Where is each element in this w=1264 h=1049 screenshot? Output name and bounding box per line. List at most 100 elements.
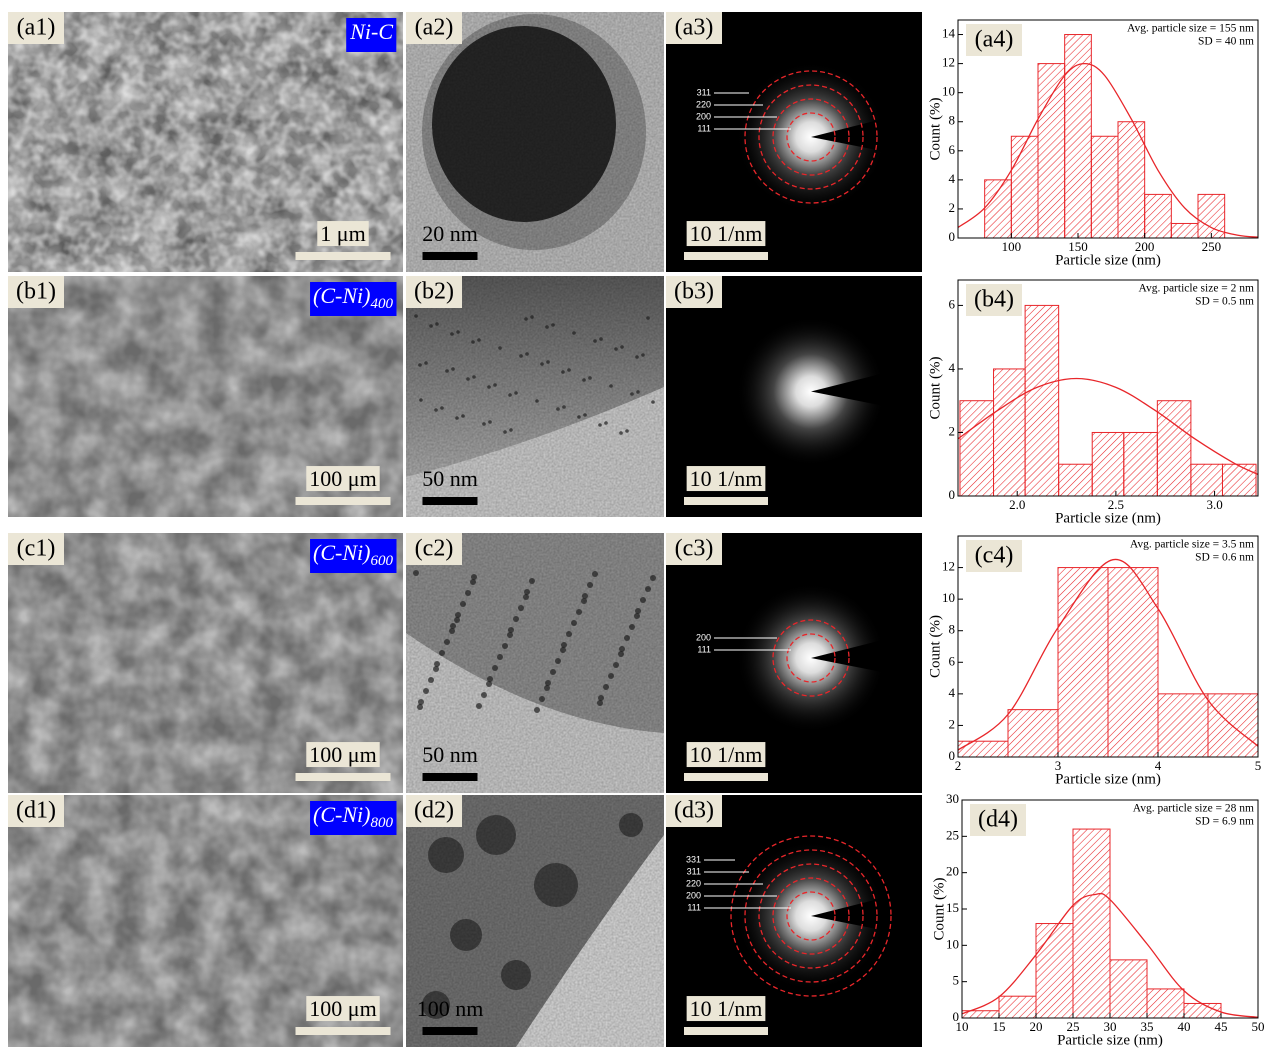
scale-bar — [423, 773, 478, 781]
tag-main: (C-Ni) — [313, 540, 370, 565]
x-tick-label: 250 — [1202, 239, 1222, 254]
histogram-bar — [1073, 829, 1110, 1018]
tem-image: (b2)50 nm — [406, 276, 664, 517]
annotation: SD = 0.5 nm — [1195, 296, 1254, 308]
scale-bar — [423, 1027, 478, 1035]
histogram-bar — [1036, 924, 1073, 1018]
x-tick-label: 45 — [1215, 1019, 1228, 1034]
scale-label: 100 μm — [309, 996, 376, 1021]
x-tick-label: 50 — [1252, 1019, 1264, 1034]
scale-label: 10 1/nm — [690, 221, 763, 246]
scale-bar — [684, 773, 768, 781]
scale-label: 20 nm — [422, 221, 478, 246]
histogram-bar — [1184, 1003, 1221, 1018]
y-tick-label: 20 — [946, 864, 959, 879]
scale-bar — [296, 1027, 391, 1035]
scale-label: 1 μm — [320, 221, 365, 246]
panel-label: (a2) — [415, 15, 454, 41]
panel-label: (d2) — [414, 798, 454, 824]
ring-index: 200 — [696, 111, 711, 121]
ring-index: 111 — [687, 902, 701, 912]
y-tick-label: 4 — [949, 171, 956, 186]
histogram-bar — [1147, 989, 1184, 1018]
histogram-bar — [1025, 305, 1059, 496]
scale-bar — [684, 497, 768, 505]
histogram-bar — [1171, 223, 1198, 238]
sample-tag: (C-Ni)800 — [310, 801, 396, 835]
page: {"rows": [ {"sem": {"label": "(a1)", "ta… — [0, 0, 1264, 1049]
panel-label: (c2) — [415, 536, 454, 562]
y-tick-label: 0 — [953, 1009, 960, 1024]
annotation: Avg. particle size = 155 nm — [1127, 23, 1254, 35]
panel-label: (c1) — [17, 536, 56, 562]
y-tick-label: 10 — [946, 936, 959, 951]
y-tick-label: 6 — [949, 296, 956, 311]
x-tick-label: 2 — [955, 758, 962, 773]
scale-bar — [423, 497, 478, 505]
plot-area — [962, 829, 1258, 1018]
scale-bar — [296, 773, 391, 781]
scale-bar — [296, 252, 391, 260]
panel-label: (b4) — [974, 287, 1014, 313]
y-tick-label: 6 — [949, 653, 956, 668]
y-tick-label: 15 — [946, 900, 959, 915]
scale-bar — [684, 1027, 768, 1035]
ring-index: 331 — [686, 854, 701, 864]
annotation: SD = 0.6 nm — [1195, 552, 1254, 564]
panel-label: (a3) — [675, 15, 714, 41]
y-tick-label: 2 — [949, 423, 956, 438]
y-tick-label: 5 — [953, 973, 960, 988]
annotation: Avg. particle size = 3.5 nm — [1130, 539, 1254, 551]
y-axis-title: Count (%) — [927, 615, 943, 678]
x-tick-label: 3.0 — [1206, 497, 1222, 512]
sample-tag: (C-Ni)600 — [310, 539, 396, 573]
y-tick-label: 10 — [942, 590, 955, 605]
panel-label: (b3) — [674, 279, 714, 305]
histogram-bar — [1091, 136, 1118, 238]
histogram-bar — [1118, 122, 1145, 238]
scale-label: 50 nm — [422, 466, 478, 491]
tag-sub: 800 — [371, 815, 394, 831]
panel-label: (c4) — [975, 543, 1014, 569]
y-tick-label: 4 — [949, 360, 956, 375]
saed-image: 200111(c3)10 1/nm — [666, 533, 922, 793]
y-tick-label: 14 — [942, 26, 956, 41]
histogram-bar — [1038, 64, 1065, 238]
panel-label: (a1) — [17, 15, 56, 41]
y-tick-label: 0 — [949, 748, 956, 763]
y-tick-label: 4 — [949, 685, 956, 700]
y-tick-label: 2 — [949, 716, 956, 731]
panel-label: (c3) — [675, 536, 714, 562]
sem-image: (a1)Ni-C1 μm — [8, 12, 403, 272]
y-tick-label: 8 — [949, 622, 956, 637]
x-axis-title: Particle size (nm) — [1055, 252, 1161, 268]
x-tick-label: 20 — [1030, 1019, 1043, 1034]
panel-label: (d3) — [674, 798, 714, 824]
scale-label: 10 1/nm — [690, 996, 763, 1021]
ring-index: 200 — [686, 890, 701, 900]
plot-area — [958, 305, 1258, 496]
x-axis-title: Particle size (nm) — [1055, 510, 1161, 526]
x-tick-label: 2.0 — [1009, 497, 1025, 512]
histogram-bar — [1092, 432, 1124, 496]
annotation: SD = 6.9 nm — [1195, 816, 1254, 828]
histogram-bar — [1011, 136, 1038, 238]
sample-tag: (C-Ni)400 — [310, 282, 396, 316]
y-tick-label: 10 — [942, 84, 955, 99]
scale-label: 100 nm — [417, 996, 484, 1021]
y-tick-label: 6 — [949, 142, 956, 157]
y-tick-label: 2 — [949, 200, 956, 215]
tem-image: (d2) 100 nm — [406, 795, 664, 1047]
ring-index: 220 — [696, 99, 711, 109]
histogram-bar — [1058, 568, 1108, 757]
x-tick-label: 40 — [1178, 1019, 1191, 1034]
y-axis-title: Count (%) — [931, 878, 947, 941]
scale-label: 50 nm — [422, 742, 478, 767]
histogram-bar — [958, 741, 1008, 757]
y-tick-label: 0 — [949, 229, 956, 244]
